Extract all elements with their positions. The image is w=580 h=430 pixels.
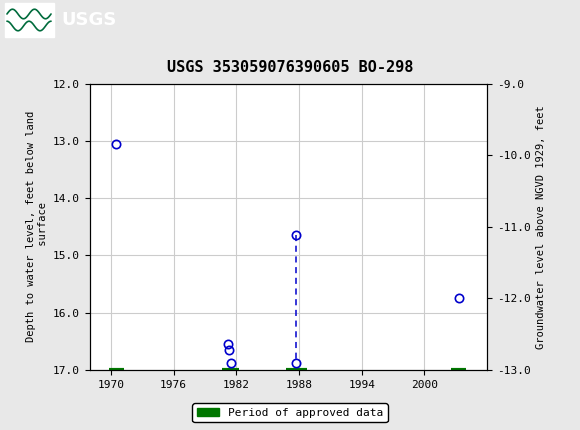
Text: USGS: USGS	[61, 11, 116, 29]
Text: USGS 353059076390605 BO-298: USGS 353059076390605 BO-298	[167, 60, 413, 75]
Legend: Period of approved data: Period of approved data	[193, 403, 387, 422]
FancyBboxPatch shape	[5, 3, 54, 37]
Y-axis label: Groundwater level above NGVD 1929, feet: Groundwater level above NGVD 1929, feet	[536, 105, 546, 349]
Y-axis label: Depth to water level, feet below land
 surface: Depth to water level, feet below land su…	[26, 111, 48, 342]
